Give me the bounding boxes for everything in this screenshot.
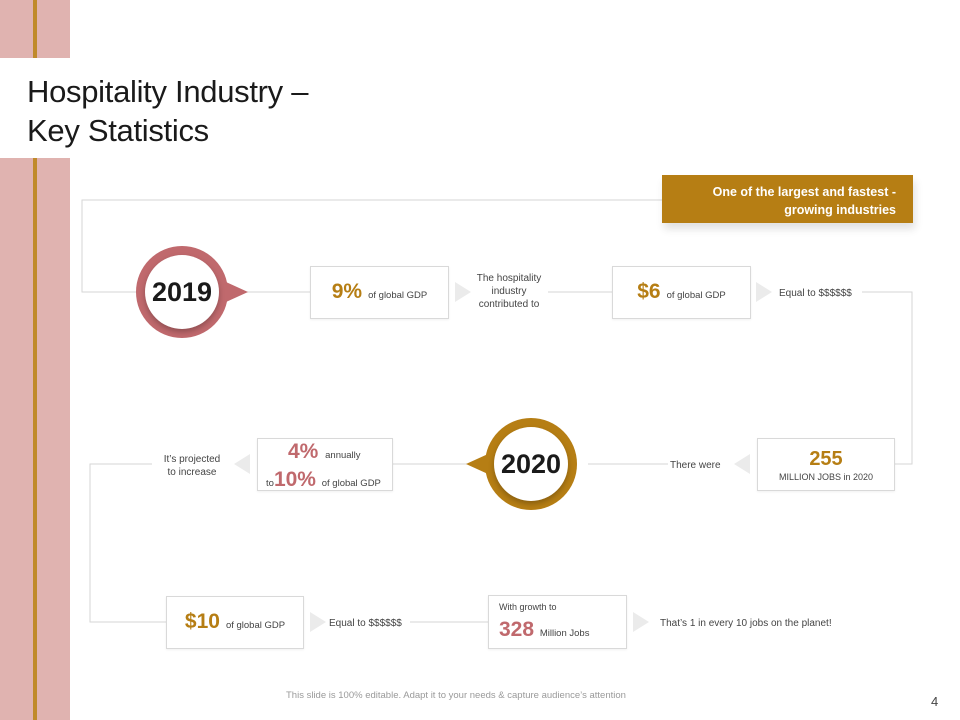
chevron-left-icon xyxy=(234,454,250,474)
year-pointer-2019 xyxy=(226,282,248,302)
chevron-left-icon xyxy=(734,454,750,474)
stat-box-255-jobs: 255 MILLION JOBS in 2020 xyxy=(757,438,895,491)
stat-label-10usd: of global GDP xyxy=(225,620,286,631)
planet-note: That’s 1 in every 10 jobs on the planet! xyxy=(660,618,832,629)
stat-label-annually: annually xyxy=(325,450,361,461)
banner-line-2: growing industries xyxy=(784,203,896,217)
stat-value-328: 328 xyxy=(499,618,535,641)
there-were-note: There were xyxy=(670,460,721,471)
year-2019-label: 2019 xyxy=(151,276,213,307)
slide-title: Hospitality Industry – Key Statistics xyxy=(27,72,308,150)
stat-label-with-growth: With growth to xyxy=(499,602,557,612)
stat-value-10pct: 10% xyxy=(273,468,316,491)
year-pointer-2020 xyxy=(466,454,488,474)
stat-label-6usd: of global GDP xyxy=(666,290,726,301)
highlight-banner: One of the largest and fastest - growing… xyxy=(662,175,913,223)
contributed-note-line-1: The hospitality xyxy=(476,273,542,284)
chevron-right-icon xyxy=(633,612,649,632)
equal-note-row3: Equal to $$$$$$ xyxy=(329,618,402,629)
stat-box-10usd-gdp: $10 of global GDP xyxy=(166,596,304,649)
year-2020-label: 2020 xyxy=(500,448,562,479)
equal-note-row1: Equal to $$$$$$ xyxy=(779,288,852,299)
stat-value-4pct: 4% xyxy=(288,440,319,463)
stat-box-growth: 4% annually to10% of global GDP xyxy=(257,438,393,491)
chevron-right-icon xyxy=(756,282,772,302)
projected-note-line-1: It’s projected xyxy=(163,454,221,465)
projected-note-line-2: to increase xyxy=(167,467,217,478)
title-line-2: Key Statistics xyxy=(27,113,209,148)
page-number: 4 xyxy=(931,694,939,709)
chevron-right-icon xyxy=(455,282,471,302)
stat-box-328-jobs: With growth to 328 Million Jobs xyxy=(488,595,627,649)
stat-value-6usd: $6 xyxy=(637,280,661,303)
title-band xyxy=(0,58,250,158)
contributed-note-line-2: industry xyxy=(491,286,527,297)
banner-line-1: One of the largest and fastest - xyxy=(712,185,896,199)
stat-value-9pct: 9% xyxy=(331,280,363,303)
stat-label-9pct: of global GDP xyxy=(368,290,428,301)
stat-box-9pct-gdp: 9% of global GDP xyxy=(310,266,449,319)
stat-value-10usd: $10 xyxy=(184,610,220,633)
sidebar-accent-line xyxy=(33,0,37,720)
contributed-note: The hospitality industry contributed to xyxy=(468,272,550,311)
footer-note: This slide is 100% editable. Adapt it to… xyxy=(286,690,626,701)
stat-label-255: MILLION JOBS in 2020 xyxy=(778,472,874,482)
year-2020-circle: 2020 xyxy=(494,427,568,501)
connector-right-loop xyxy=(862,291,913,465)
chevron-right-icon xyxy=(310,612,326,632)
title-line-1: Hospitality Industry – xyxy=(27,74,309,109)
stat-label-10pct: of global GDP xyxy=(321,478,381,489)
stat-value-255: 255 xyxy=(809,448,843,470)
connector-left-loop xyxy=(89,463,166,623)
stat-label-million-jobs: Million Jobs xyxy=(539,628,590,639)
connector-top-loop xyxy=(81,199,662,293)
stat-box-6usd-gdp: $6 of global GDP xyxy=(612,266,751,319)
contributed-note-line-3: contributed to xyxy=(478,299,540,310)
year-2019-circle: 2019 xyxy=(145,255,219,329)
stat-prefix-to: to xyxy=(266,478,274,489)
projected-note: It’s projected to increase xyxy=(152,453,232,479)
